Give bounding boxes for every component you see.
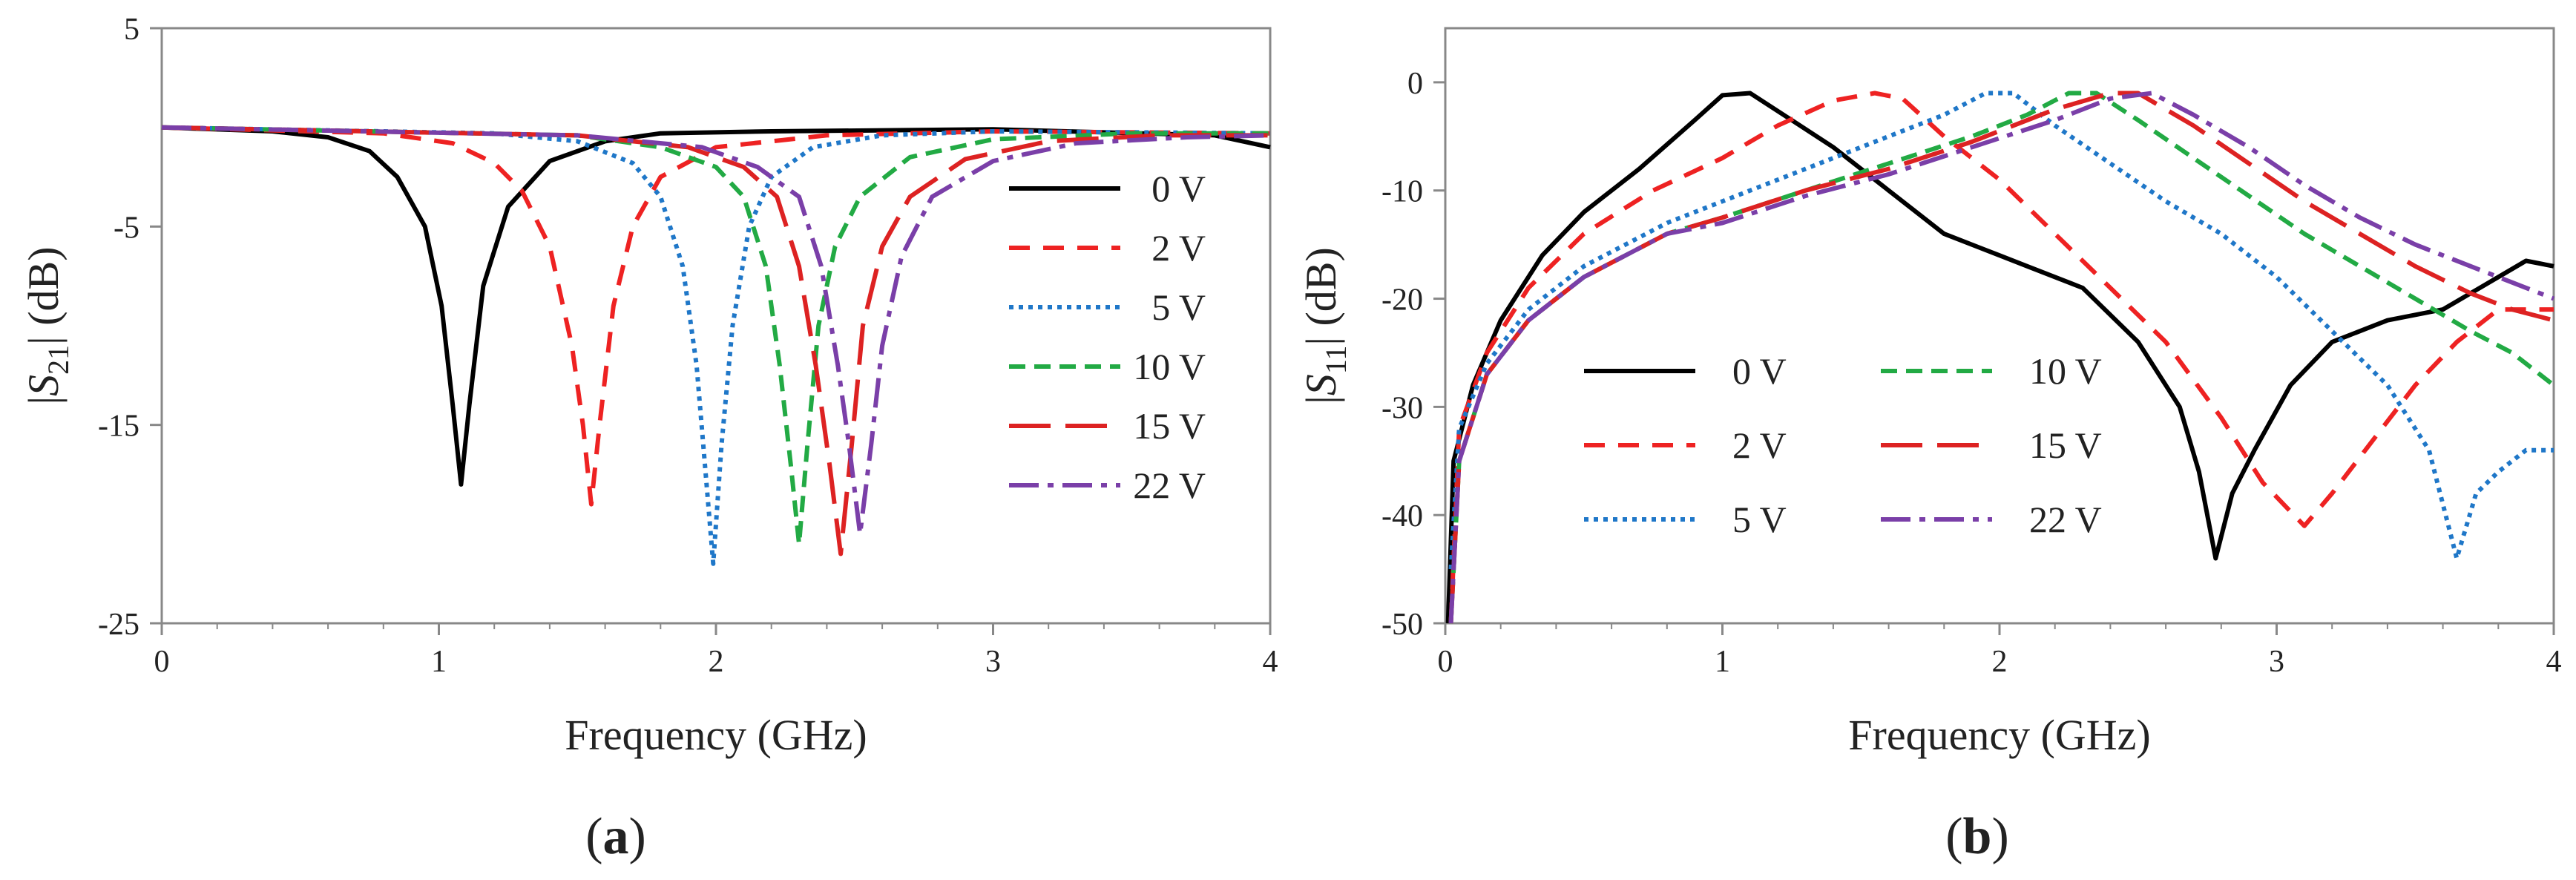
y-axis-label-a: |S21| (dB) (19, 246, 75, 404)
x-tick-label: 4 (2546, 645, 2562, 679)
chart-b: 0 1 2 3 4 0 -10 -20 -30 -40 -50 0 V 2 V 5 V 10 V 15 V 2… (1297, 27, 2562, 865)
plot-frame-a (160, 27, 1272, 625)
x-axis-label-a: Frequency (GHz) (565, 711, 867, 759)
caption-a: (a) (585, 808, 646, 865)
legend-label: 15 V (2029, 424, 2102, 466)
y-tick-label: 0 (1407, 67, 1423, 101)
legend-label: 5 V (1151, 286, 1206, 328)
series-b (1445, 91, 2555, 624)
legend-label: 22 V (1133, 464, 1206, 506)
chart-a: 0 1 2 3 4 5 -5 -15 -25 0 V 2 V 5 V 10 V 15 V 22 V Fre… (19, 13, 1278, 865)
y-tick-label: -40 (1381, 499, 1423, 533)
series-line-2v (1448, 91, 2554, 624)
y-tick-label: -5 (114, 211, 139, 245)
y-tick-label: -50 (1381, 608, 1423, 642)
series-line-10v (161, 125, 1270, 547)
y-tick-label: 5 (124, 13, 139, 47)
y-tick-label: -10 (1381, 175, 1423, 209)
y-tick-label: -25 (98, 608, 139, 642)
x-tick-label: 1 (431, 645, 447, 679)
x-tick-label: 0 (154, 645, 170, 679)
series-line-5v (1448, 91, 2554, 570)
series-line-15v (1448, 91, 2554, 624)
legend-label: 5 V (1732, 499, 1787, 540)
x-tick-label: 0 (1438, 645, 1453, 679)
legend-label: 10 V (1133, 346, 1206, 387)
ticks-b: 0 1 2 3 4 0 -10 -20 -30 -40 -50 (1381, 67, 2562, 679)
x-axis-label-b: Frequency (GHz) (1848, 711, 2150, 759)
legend-label: 2 V (1151, 227, 1206, 269)
plot-frame-b (1444, 27, 2555, 625)
y-tick-label: -15 (98, 410, 139, 444)
x-tick-label: 3 (2269, 645, 2284, 679)
legend-label: 15 V (1133, 405, 1206, 447)
x-tick-label: 1 (1715, 645, 1730, 679)
y-axis-label-b: |S11| (dB) (1297, 247, 1353, 404)
series-line-10v (1448, 91, 2555, 624)
legend-label: 0 V (1732, 350, 1787, 392)
y-tick-label: -30 (1381, 391, 1423, 425)
legend-a: 0 V 2 V 5 V 10 V 15 V 22 V (1009, 168, 1206, 506)
legend-label: 2 V (1732, 424, 1787, 466)
legend-label: 10 V (2029, 350, 2102, 392)
series-line-0v (161, 125, 1271, 487)
series-line-15v (161, 125, 1270, 556)
series-line-0v (1445, 91, 2554, 624)
ticks-a: 0 1 2 3 4 5 -5 -15 -25 (98, 13, 1278, 679)
y-tick-label: -20 (1381, 283, 1423, 318)
series-line-5v (161, 125, 1271, 566)
series-a (161, 125, 1271, 566)
legend-label: 22 V (2029, 499, 2102, 540)
legend-label: 0 V (1151, 168, 1206, 209)
legend-b: 0 V 2 V 5 V 10 V 15 V 22 V (1584, 350, 2102, 540)
series-line-22v (1448, 91, 2555, 624)
x-tick-label: 2 (1992, 645, 2008, 679)
x-tick-label: 4 (1263, 645, 1278, 679)
series-line-2v (161, 125, 1271, 507)
x-tick-label: 2 (709, 645, 724, 679)
caption-b: (b) (1945, 808, 2009, 865)
x-tick-label: 3 (985, 645, 1001, 679)
